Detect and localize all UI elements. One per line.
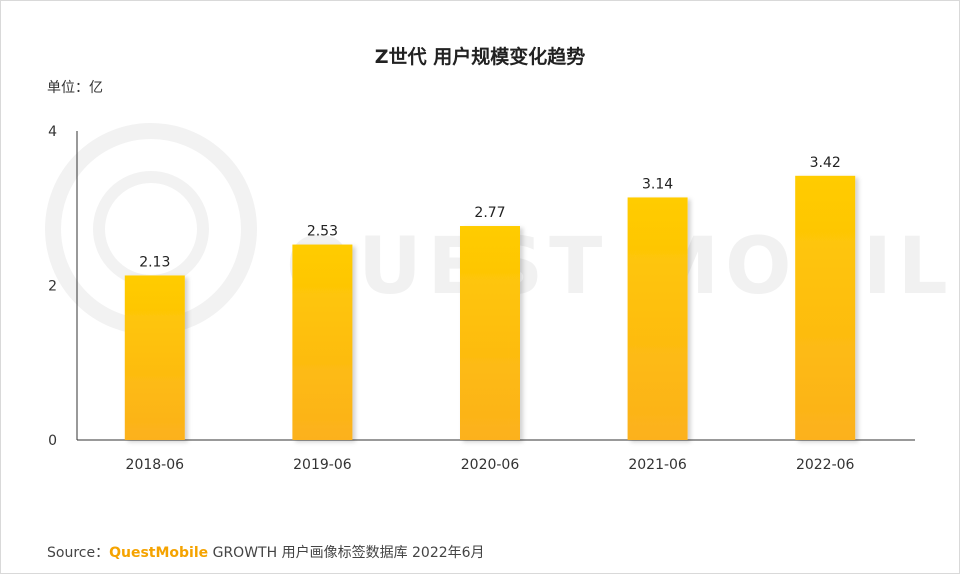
bar xyxy=(627,197,688,440)
data-label: 2.77 xyxy=(474,205,505,221)
y-tick-label: 2 xyxy=(48,279,57,295)
y-tick-label: 4 xyxy=(48,124,57,140)
source-note: Source：QuestMobile GROWTH 用户画像标签数据库 2022… xyxy=(47,542,485,562)
source-brand: QuestMobile xyxy=(109,545,209,561)
x-tick-label: 2019-06 xyxy=(293,457,352,473)
unit-label: 单位：亿 xyxy=(47,80,103,96)
watermark-text: QUEST MOBILE xyxy=(286,222,959,312)
source-prefix: Source： xyxy=(47,545,110,561)
bar xyxy=(124,275,185,440)
source-rest: GROWTH 用户画像标签数据库 2022年6月 xyxy=(208,545,485,561)
chart-title: Z世代 用户规模变化趋势 xyxy=(374,46,586,68)
data-label: 2.13 xyxy=(139,254,170,270)
bar xyxy=(292,244,353,440)
data-label: 3.14 xyxy=(642,176,673,192)
x-tick-label: 2018-06 xyxy=(126,457,185,473)
labels: 2.13 2018-06 2.53 2019-06 2.77 2020-06 3.14 202… xyxy=(126,155,855,473)
x-tick-label: 2020-06 xyxy=(461,457,520,473)
bars xyxy=(124,175,856,440)
bar xyxy=(795,175,856,440)
x-tick-label: 2021-06 xyxy=(628,457,687,473)
data-label: 3.42 xyxy=(810,155,841,171)
data-label: 2.53 xyxy=(307,224,338,240)
bar xyxy=(460,226,520,440)
x-tick-label: 2022-06 xyxy=(796,457,855,473)
y-tick-label: 0 xyxy=(48,433,57,449)
